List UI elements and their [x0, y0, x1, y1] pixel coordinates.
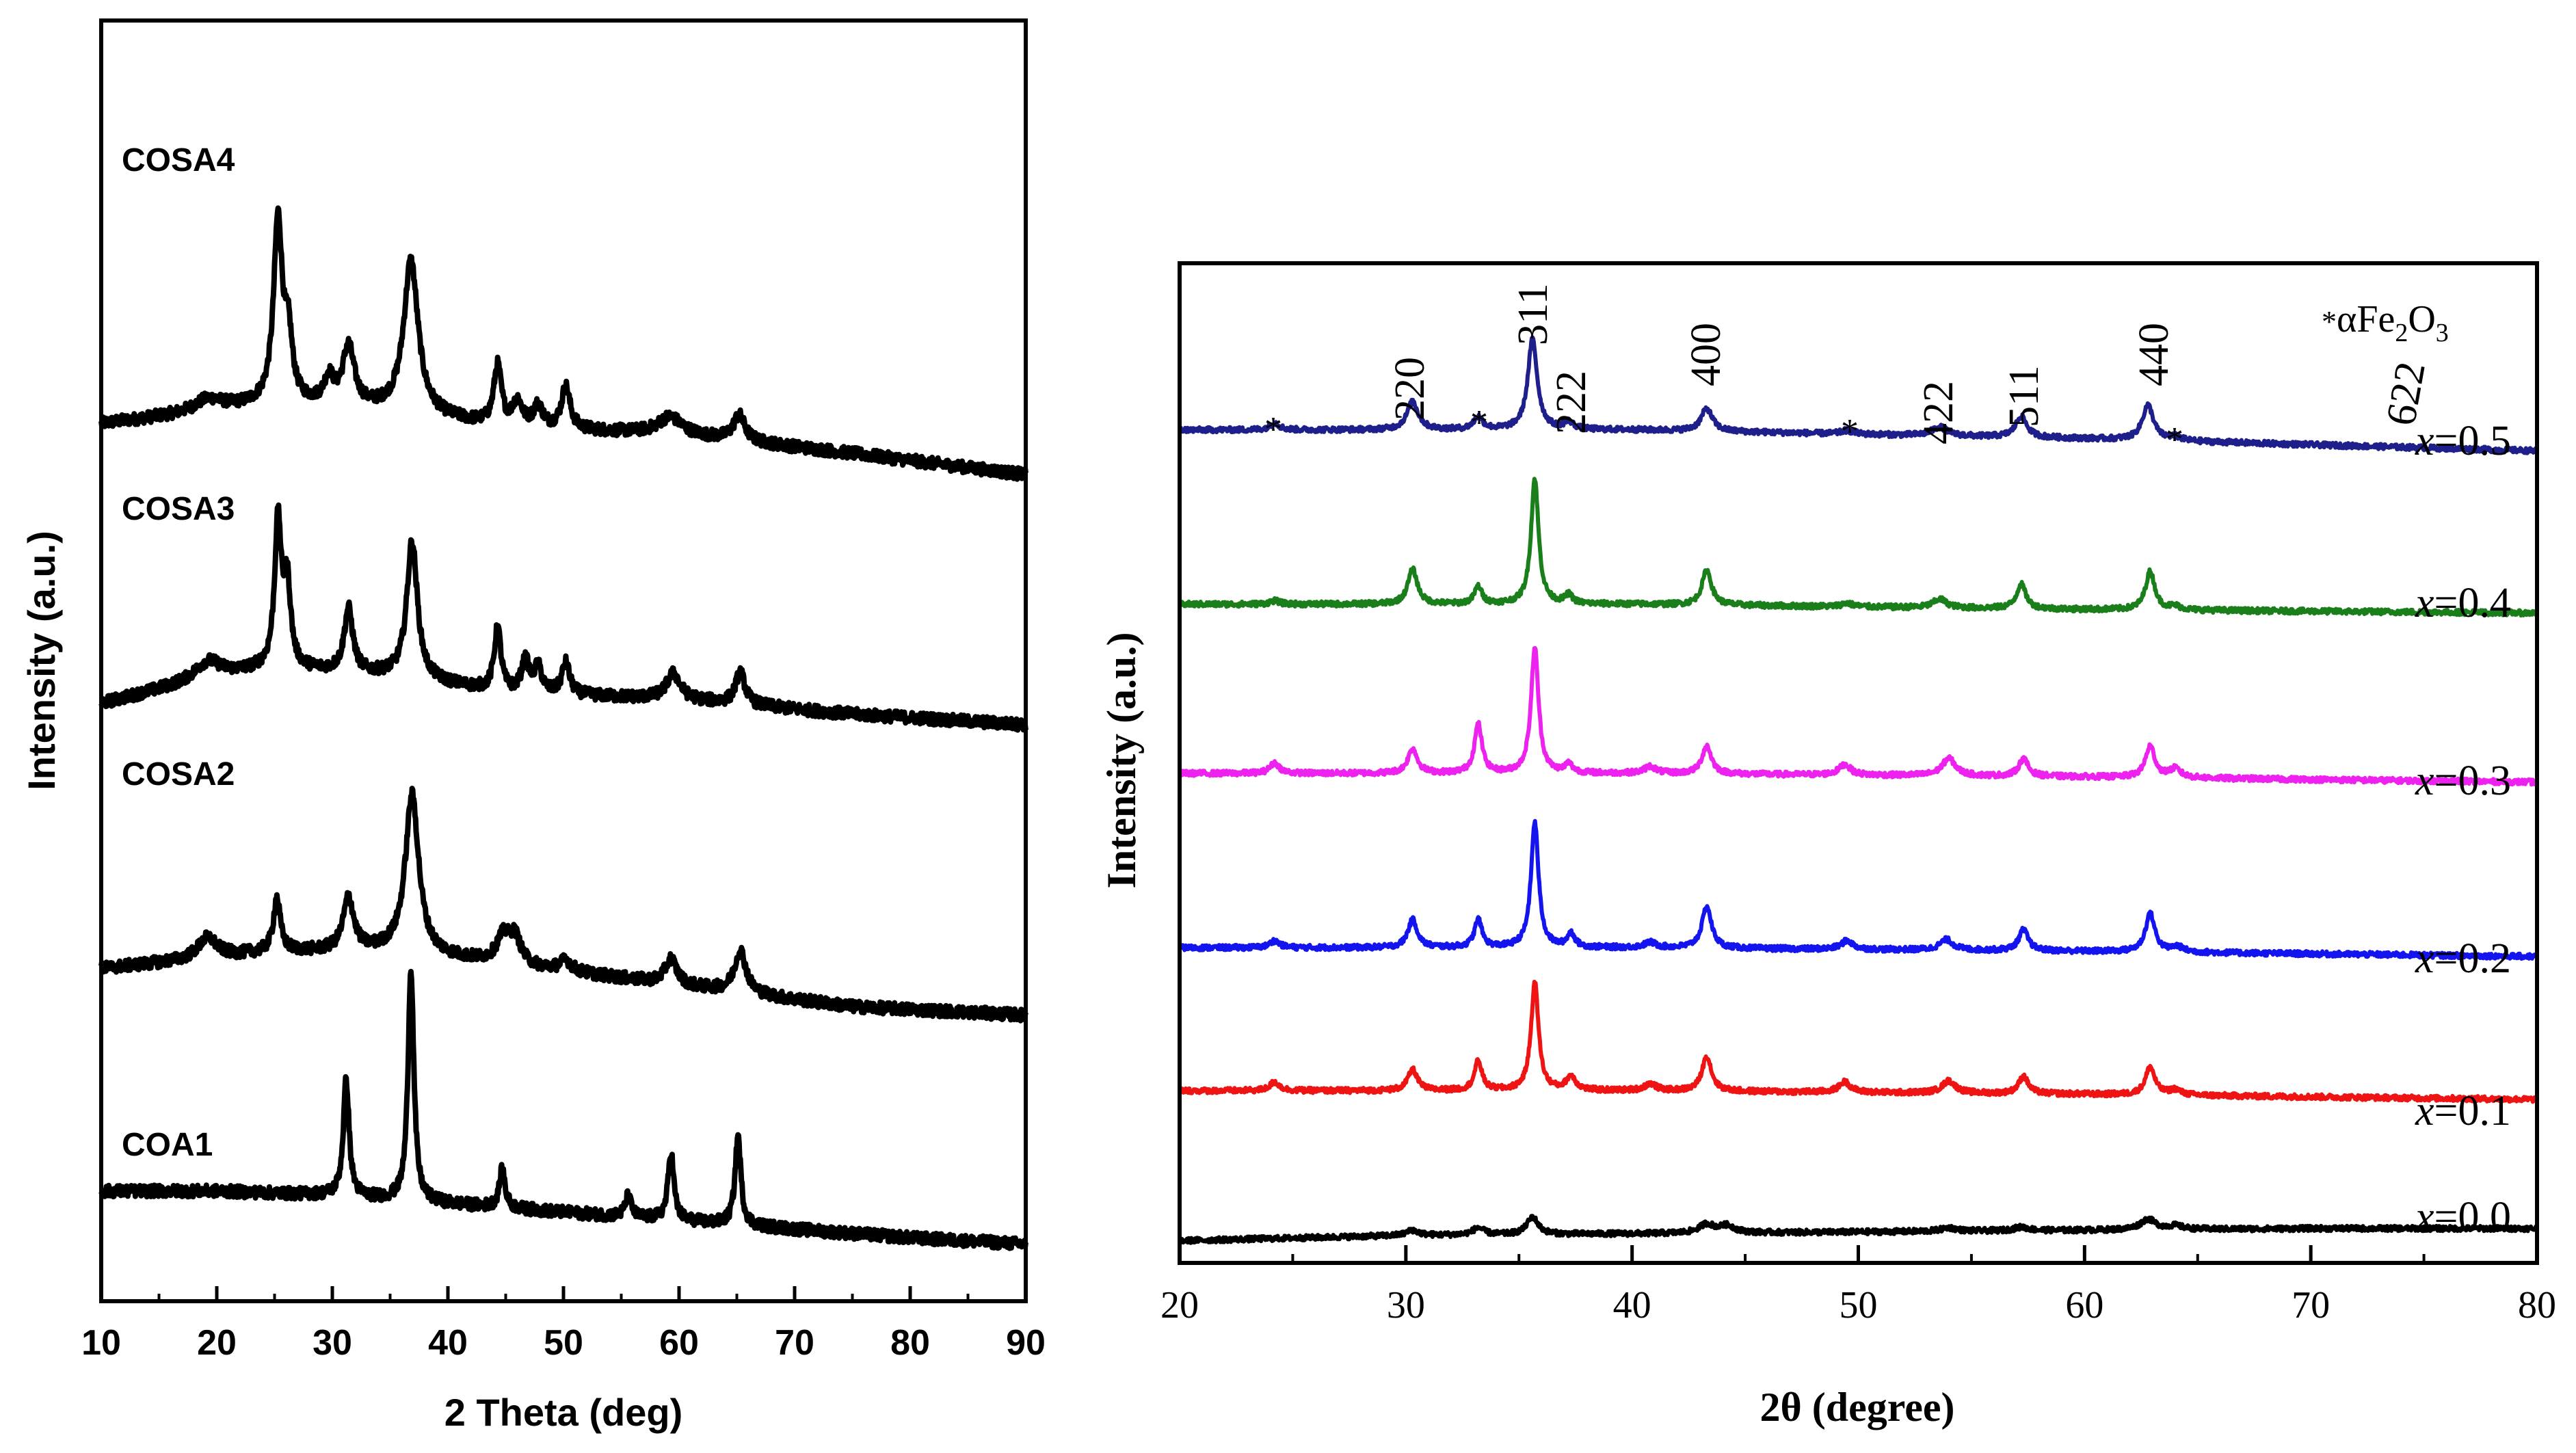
impurity-legend-sub2: 3: [2436, 319, 2449, 347]
x-tick-label-70: 70: [2292, 1284, 2330, 1327]
series-label-x03: x=0.3: [2415, 758, 2511, 804]
peak-label-440: 440: [2131, 323, 2177, 386]
series-label-cosa3: COSA3: [122, 491, 235, 527]
x-tick-label-80: 80: [2518, 1284, 2556, 1327]
x-tick-label-30: 30: [1387, 1284, 1425, 1327]
impurity-markers: * * * *: [1264, 403, 2183, 459]
x-tick-label-60: 60: [2065, 1284, 2103, 1327]
series-label-cosa4: COSA4: [122, 142, 235, 178]
x-tick-label-60: 60: [659, 1323, 699, 1363]
series-label-var: x: [2415, 580, 2434, 626]
left-series-group: [98, 205, 1028, 1251]
series-line-x-0-0: [1178, 1214, 2539, 1245]
peak-label-400: 400: [1683, 323, 1729, 386]
series-label-var: x: [2415, 935, 2434, 982]
x-tick-label-40: 40: [1613, 1284, 1651, 1327]
right-chart: 20 30 40 50 60 70 80 2θ (degree) Intensity (a.…: [1099, 261, 2556, 1430]
series-label-value: =0.5: [2434, 418, 2511, 464]
impurity-legend-mid: O: [2408, 298, 2435, 341]
peak-label-311: 311: [1510, 283, 1556, 345]
series-label-var: x: [2415, 418, 2434, 464]
series-label-x00: x=0.0: [2415, 1194, 2511, 1240]
peak-labels: 220 311 222 400 422 511 440 622: [1387, 283, 2434, 444]
series-line-x-0-4: [1178, 477, 2539, 618]
x-tick-label-50: 50: [544, 1323, 583, 1363]
series-label-var: x: [2415, 758, 2434, 804]
series-label-x05: x=0.5: [2415, 418, 2511, 464]
x-tick-label-80: 80: [890, 1323, 930, 1363]
right-series-labels: x=0.5 x=0.4 x=0.3 x=0.2 x=0.1 x=0.0: [2415, 418, 2511, 1240]
right-x-axis-label: 2θ (degree): [1760, 1385, 1954, 1430]
left-x-ticks: [99, 1286, 1028, 1301]
x-tick-label-20: 20: [197, 1323, 237, 1363]
series-line-x-0-5: [1178, 335, 2539, 455]
impurity-legend-marker: *: [2322, 305, 2337, 338]
x-tick-label-70: 70: [775, 1323, 814, 1363]
left-x-tick-labels: 10 20 30 40 50 60 70 80 90: [81, 1323, 1046, 1363]
impurity-star-marker: *: [2166, 421, 2183, 459]
series-label-var: x: [2415, 1088, 2434, 1134]
series-line-cosa3: [98, 502, 1028, 733]
left-chart: 10 20 30 40 50 60 70 80 90 2 Theta (deg) Intensi…: [20, 18, 1046, 1434]
series-label-x01: x=0.1: [2415, 1088, 2511, 1134]
impurity-star-marker: *: [1841, 412, 1859, 451]
x-tick-label-90: 90: [1006, 1323, 1046, 1363]
x-tick-label-50: 50: [1840, 1284, 1878, 1327]
series-label-value: =0.3: [2434, 758, 2511, 804]
series-label-coa1: COA1: [122, 1127, 213, 1163]
series-line-x-0-3: [1178, 645, 2539, 787]
x-tick-label-30: 30: [313, 1323, 352, 1363]
peak-label-511: 511: [2001, 365, 2047, 427]
series-label-value: =0.4: [2434, 580, 2511, 626]
series-line-coa1: [98, 968, 1028, 1251]
impurity-star-marker: *: [1470, 403, 1488, 442]
series-label-x02: x=0.2: [2415, 935, 2511, 982]
series-label-x04: x=0.4: [2415, 580, 2511, 626]
series-line-x-0-2: [1178, 818, 2539, 961]
peak-label-220: 220: [1387, 357, 1433, 421]
impurity-legend-sub1: 2: [2395, 319, 2408, 347]
peak-label-422: 422: [1915, 381, 1962, 444]
impurity-star-marker: *: [1264, 410, 1282, 449]
x-tick-label-10: 10: [81, 1323, 121, 1363]
impurity-legend-text: αFe: [2337, 298, 2395, 341]
series-label-var: x: [2415, 1194, 2434, 1240]
right-series-group: [1178, 335, 2539, 1245]
series-label-value: =0.1: [2434, 1088, 2511, 1134]
x-tick-label-20: 20: [1160, 1284, 1199, 1327]
impurity-legend: *αFe2O3: [2322, 298, 2449, 347]
series-line-cosa2: [98, 786, 1028, 1024]
right-x-ticks: [1178, 1245, 2539, 1263]
series-label-cosa2: COSA2: [122, 756, 235, 792]
peak-label-622: 622: [2378, 358, 2434, 429]
right-y-axis-label: Intensity (a.u.): [1099, 632, 1144, 888]
right-x-tick-labels: 20 30 40 50 60 70 80: [1160, 1284, 2556, 1327]
series-label-value: =0.2: [2434, 935, 2511, 982]
left-x-axis-label: 2 Theta (deg): [444, 1391, 682, 1434]
x-tick-label-40: 40: [428, 1323, 468, 1363]
peak-label-222: 222: [1548, 371, 1595, 434]
series-label-value: =0.0: [2434, 1194, 2511, 1240]
series-line-cosa4: [98, 205, 1028, 482]
left-y-axis-label: Intensity (a.u.): [20, 531, 63, 790]
series-line-x-0-1: [1178, 979, 2539, 1104]
